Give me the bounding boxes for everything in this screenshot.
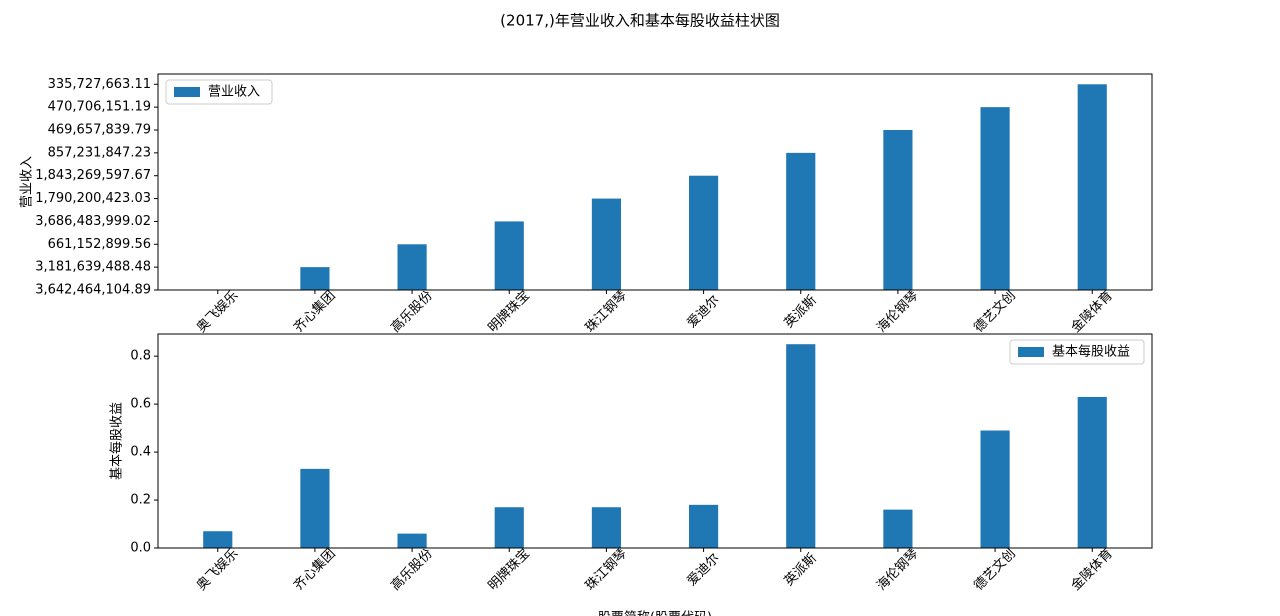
bar (203, 531, 233, 548)
legend-swatch (1018, 347, 1044, 357)
bar (980, 107, 1010, 291)
bar (494, 221, 524, 290)
y-tick-label: 335,727,663.11 (48, 77, 151, 92)
bar (591, 198, 621, 290)
y-axis-label: 营业收入 (20, 156, 35, 208)
y-tick-label: 0.4 (130, 445, 151, 460)
y-tick-label: 1,843,269,597.67 (35, 168, 151, 183)
y-tick-label: 0.2 (130, 493, 151, 508)
y-tick-label: 1,790,200,423.03 (35, 191, 151, 206)
bar (397, 533, 427, 548)
bar (786, 344, 816, 548)
axes-frame (157, 333, 1153, 549)
axes-frame (157, 73, 1153, 291)
y-tick-label: 469,657,839.79 (48, 123, 151, 138)
legend-label: 基本每股收益 (1052, 344, 1130, 360)
bar (1077, 396, 1107, 548)
bar (300, 468, 330, 548)
y-tick-label: 0.8 (130, 349, 151, 364)
bar (883, 509, 913, 548)
y-tick-label: 470,706,151.19 (48, 100, 151, 115)
y-tick-label: 661,152,899.56 (48, 237, 151, 252)
y-tick-label: 3,686,483,999.02 (35, 214, 151, 229)
y-tick-label: 0.0 (130, 541, 151, 556)
legend-box (165, 79, 273, 105)
figure-title: (2017,)年营业收入和基本每股收益柱状图 (500, 12, 780, 30)
bar (300, 267, 330, 290)
bar (591, 507, 621, 548)
bar (689, 504, 719, 548)
legend-swatch (174, 87, 200, 97)
y-tick-label: 3,181,639,488.48 (35, 260, 151, 275)
y-tick-label: 3,642,464,104.89 (35, 283, 151, 298)
bar (1077, 84, 1107, 291)
bar (397, 244, 427, 290)
legend-label: 营业收入 (208, 85, 260, 100)
y-tick-label: 0.6 (130, 397, 151, 412)
bar (883, 130, 913, 290)
x-axis-label: 股票简称(股票代码) (598, 610, 712, 616)
legend-box (1009, 339, 1145, 365)
y-tick-label: 857,231,847.23 (48, 145, 151, 160)
bar (786, 152, 816, 290)
y-axis-label: 基本每股收益 (109, 402, 125, 480)
bar (689, 175, 719, 290)
bar (494, 507, 524, 548)
bar (980, 430, 1010, 548)
